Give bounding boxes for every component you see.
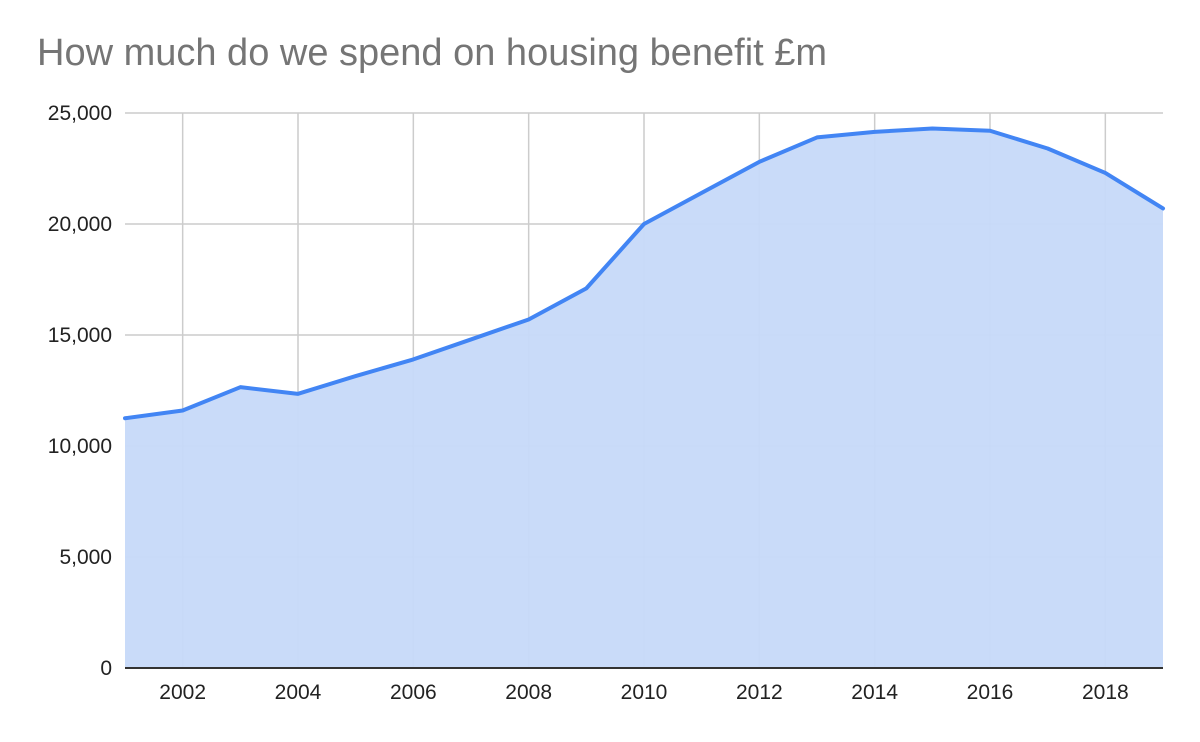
chart-title: How much do we spend on housing benefit … [37, 32, 828, 74]
x-tick-label: 2016 [967, 681, 1014, 704]
y-tick-label: 25,000 [48, 102, 112, 125]
y-tick-label: 15,000 [48, 324, 112, 347]
y-tick-label: 20,000 [48, 213, 112, 236]
series-line-path [123, 126, 1165, 421]
y-tick-label: 10,000 [48, 435, 112, 458]
series-line [123, 126, 1165, 421]
tick-labels: 0 5,000 10,000 15,000 20,000 25,000 2002 2004 20… [48, 102, 1129, 704]
x-tick-label: 2008 [505, 681, 552, 704]
x-tick-label: 2012 [736, 681, 783, 704]
x-tick-label: 2014 [851, 681, 898, 704]
y-tick-label: 0 [100, 657, 112, 680]
area-fill-path [125, 128, 1163, 669]
y-tick-label: 5,000 [59, 546, 112, 569]
x-tick-label: 2002 [159, 681, 206, 704]
x-tick-label: 2010 [621, 681, 668, 704]
x-tick-label: 2018 [1082, 681, 1129, 704]
x-tick-label: 2006 [390, 681, 437, 704]
area-fill [125, 128, 1163, 669]
x-tick-label: 2004 [275, 681, 322, 704]
